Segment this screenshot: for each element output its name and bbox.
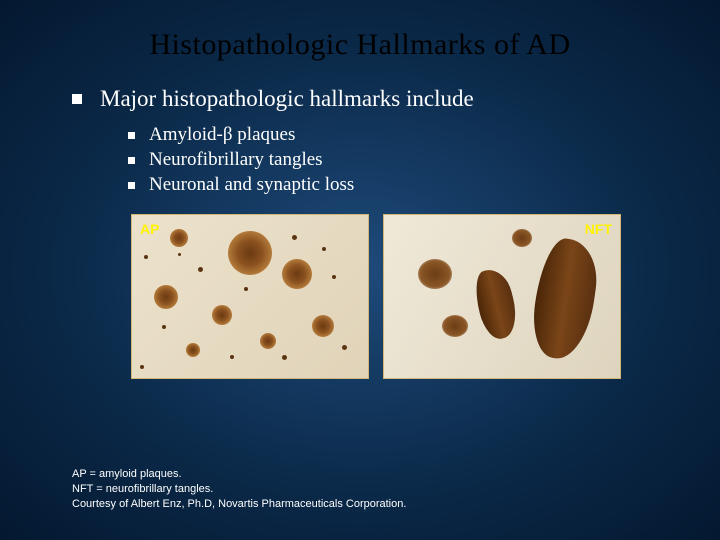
bullet-lvl2-row: Amyloid-β plaques xyxy=(128,124,680,146)
footer-line: AP = amyloid plaques. xyxy=(72,467,406,482)
square-bullet-icon xyxy=(72,94,82,104)
plaque-shape xyxy=(170,229,188,247)
blob-shape xyxy=(512,229,532,247)
square-bullet-icon xyxy=(128,182,135,189)
speck-shape xyxy=(342,345,347,350)
footer-line: Courtesy of Albert Enz, Ph.D, Novartis P… xyxy=(72,497,406,512)
image-ap: AP xyxy=(131,214,369,379)
plaque-shape xyxy=(212,305,232,325)
blob-shape xyxy=(442,315,468,337)
slide-title: Histopathologic Hallmarks of AD xyxy=(0,0,720,86)
bullet-lvl2-text: Neuronal and synaptic loss xyxy=(149,174,354,196)
images-row: AP NFT xyxy=(72,214,680,379)
speck-shape xyxy=(144,255,148,259)
bullet-lvl1-row: Major histopathologic hallmarks include xyxy=(72,86,680,112)
speck-shape xyxy=(244,287,248,291)
speck-shape xyxy=(230,355,234,359)
bullet-lvl2-text: Amyloid-β plaques xyxy=(149,124,295,146)
footer-attribution: AP = amyloid plaques. NFT = neurofibrill… xyxy=(72,467,406,512)
bullet-lvl1-text: Major histopathologic hallmarks include xyxy=(100,86,474,112)
square-bullet-icon xyxy=(128,132,135,139)
speck-shape xyxy=(292,235,297,240)
image-label-nft: NFT xyxy=(585,221,612,237)
speck-shape xyxy=(332,275,336,279)
speck-shape xyxy=(322,247,326,251)
speck-shape xyxy=(178,253,181,256)
blob-shape xyxy=(418,259,452,289)
content-area: Major histopathologic hallmarks include … xyxy=(0,86,720,379)
speck-shape xyxy=(282,355,287,360)
speck-shape xyxy=(140,365,144,369)
slide: Histopathologic Hallmarks of AD Major hi… xyxy=(0,0,720,540)
speck-shape xyxy=(162,325,166,329)
image-nft: NFT xyxy=(383,214,621,379)
plaque-shape xyxy=(260,333,276,349)
footer-line: NFT = neurofibrillary tangles. xyxy=(72,482,406,497)
plaque-shape xyxy=(282,259,312,289)
plaque-shape xyxy=(312,315,334,337)
plaque-shape xyxy=(186,343,200,357)
plaque-shape xyxy=(154,285,178,309)
speck-shape xyxy=(198,267,203,272)
square-bullet-icon xyxy=(128,157,135,164)
sub-bullet-list: Amyloid-β plaques Neurofibrillary tangle… xyxy=(72,124,680,196)
plaque-shape xyxy=(228,231,272,275)
bullet-lvl2-row: Neurofibrillary tangles xyxy=(128,149,680,171)
image-label-ap: AP xyxy=(140,221,159,237)
bullet-lvl2-row: Neuronal and synaptic loss xyxy=(128,174,680,196)
bullet-lvl2-text: Neurofibrillary tangles xyxy=(149,149,323,171)
